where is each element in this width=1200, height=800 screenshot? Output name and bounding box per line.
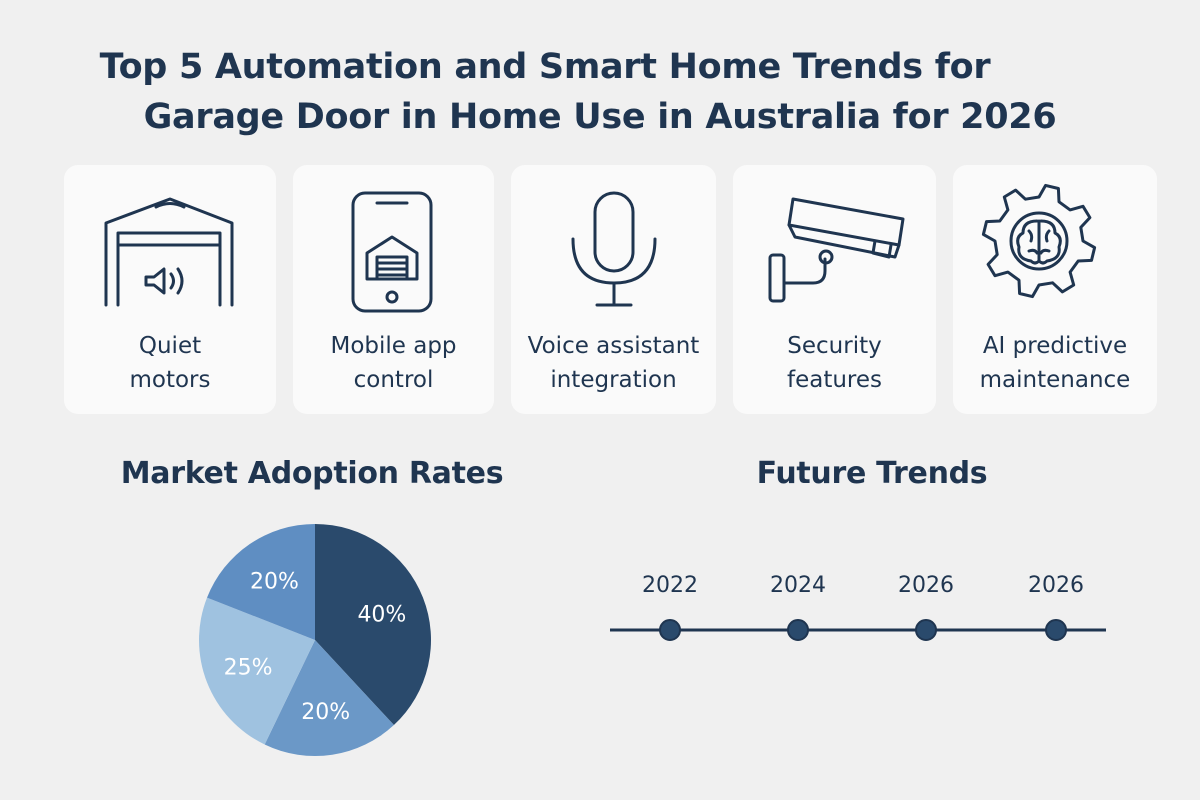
- card-label-line-2: motors: [129, 367, 211, 393]
- timeline-dot: [659, 619, 681, 641]
- future-title: Future Trends: [756, 456, 988, 491]
- garage-speaker-icon: [104, 197, 234, 307]
- timeline-year-label: 2026: [1028, 573, 1084, 598]
- timeline-year-label: 2022: [642, 573, 698, 598]
- card-voice-assistant: Voice assistant integration: [511, 165, 716, 414]
- future-timeline: 2022 2024 2026 2026: [610, 573, 1106, 641]
- card-label-line-2: maintenance: [979, 367, 1131, 393]
- pie-slice-label: 20%: [250, 570, 299, 595]
- card-label-line-1: Mobile app: [330, 333, 457, 359]
- timeline-dot: [787, 619, 809, 641]
- pie-slice: [315, 524, 431, 726]
- microphone-icon: [571, 191, 657, 307]
- timeline-dot: [1045, 619, 1067, 641]
- pie-slice: [264, 640, 394, 756]
- page-title: Top 5 Automation and Smart Home Trends f…: [0, 42, 1200, 142]
- pie-slice-label: 25%: [224, 655, 273, 680]
- card-label-line-1: Security: [787, 333, 882, 359]
- card-quiet-motors: Quiet motors: [64, 165, 276, 414]
- title-line-2: Garage Door in Home Use in Australia for…: [143, 97, 1057, 137]
- pie-slice-label: 40%: [357, 603, 406, 628]
- title-line-1: Top 5 Automation and Smart Home Trends f…: [99, 47, 991, 87]
- card-label-line-1: Quiet: [138, 333, 202, 359]
- card-label-line-2: integration: [550, 367, 677, 393]
- timeline-year-label: 2024: [770, 573, 826, 598]
- adoption-title: Market Adoption Rates: [120, 456, 504, 491]
- pie-slice: [207, 524, 315, 640]
- timeline-year-label: 2026: [898, 573, 954, 598]
- adoption-pie-chart: 40% 20% 25% 20%: [199, 524, 431, 756]
- timeline-dot: [915, 619, 937, 641]
- pie-slice-label: 20%: [301, 700, 350, 725]
- card-label-line-2: control: [353, 367, 434, 393]
- gear-brain-icon: [981, 183, 1097, 299]
- card-security-features: Security features: [733, 165, 936, 414]
- phone-garage-icon: [351, 191, 433, 313]
- card-ai-predictive-maintenance: AI predictive maintenance: [953, 165, 1157, 414]
- card-label-line-1: Voice assistant: [527, 333, 700, 359]
- security-camera-icon: [768, 197, 905, 303]
- card-label-line-2: features: [786, 367, 883, 393]
- card-label-line-1: AI predictive: [982, 333, 1128, 359]
- card-mobile-app-control: Mobile app control: [293, 165, 494, 414]
- pie-slice: [199, 597, 315, 745]
